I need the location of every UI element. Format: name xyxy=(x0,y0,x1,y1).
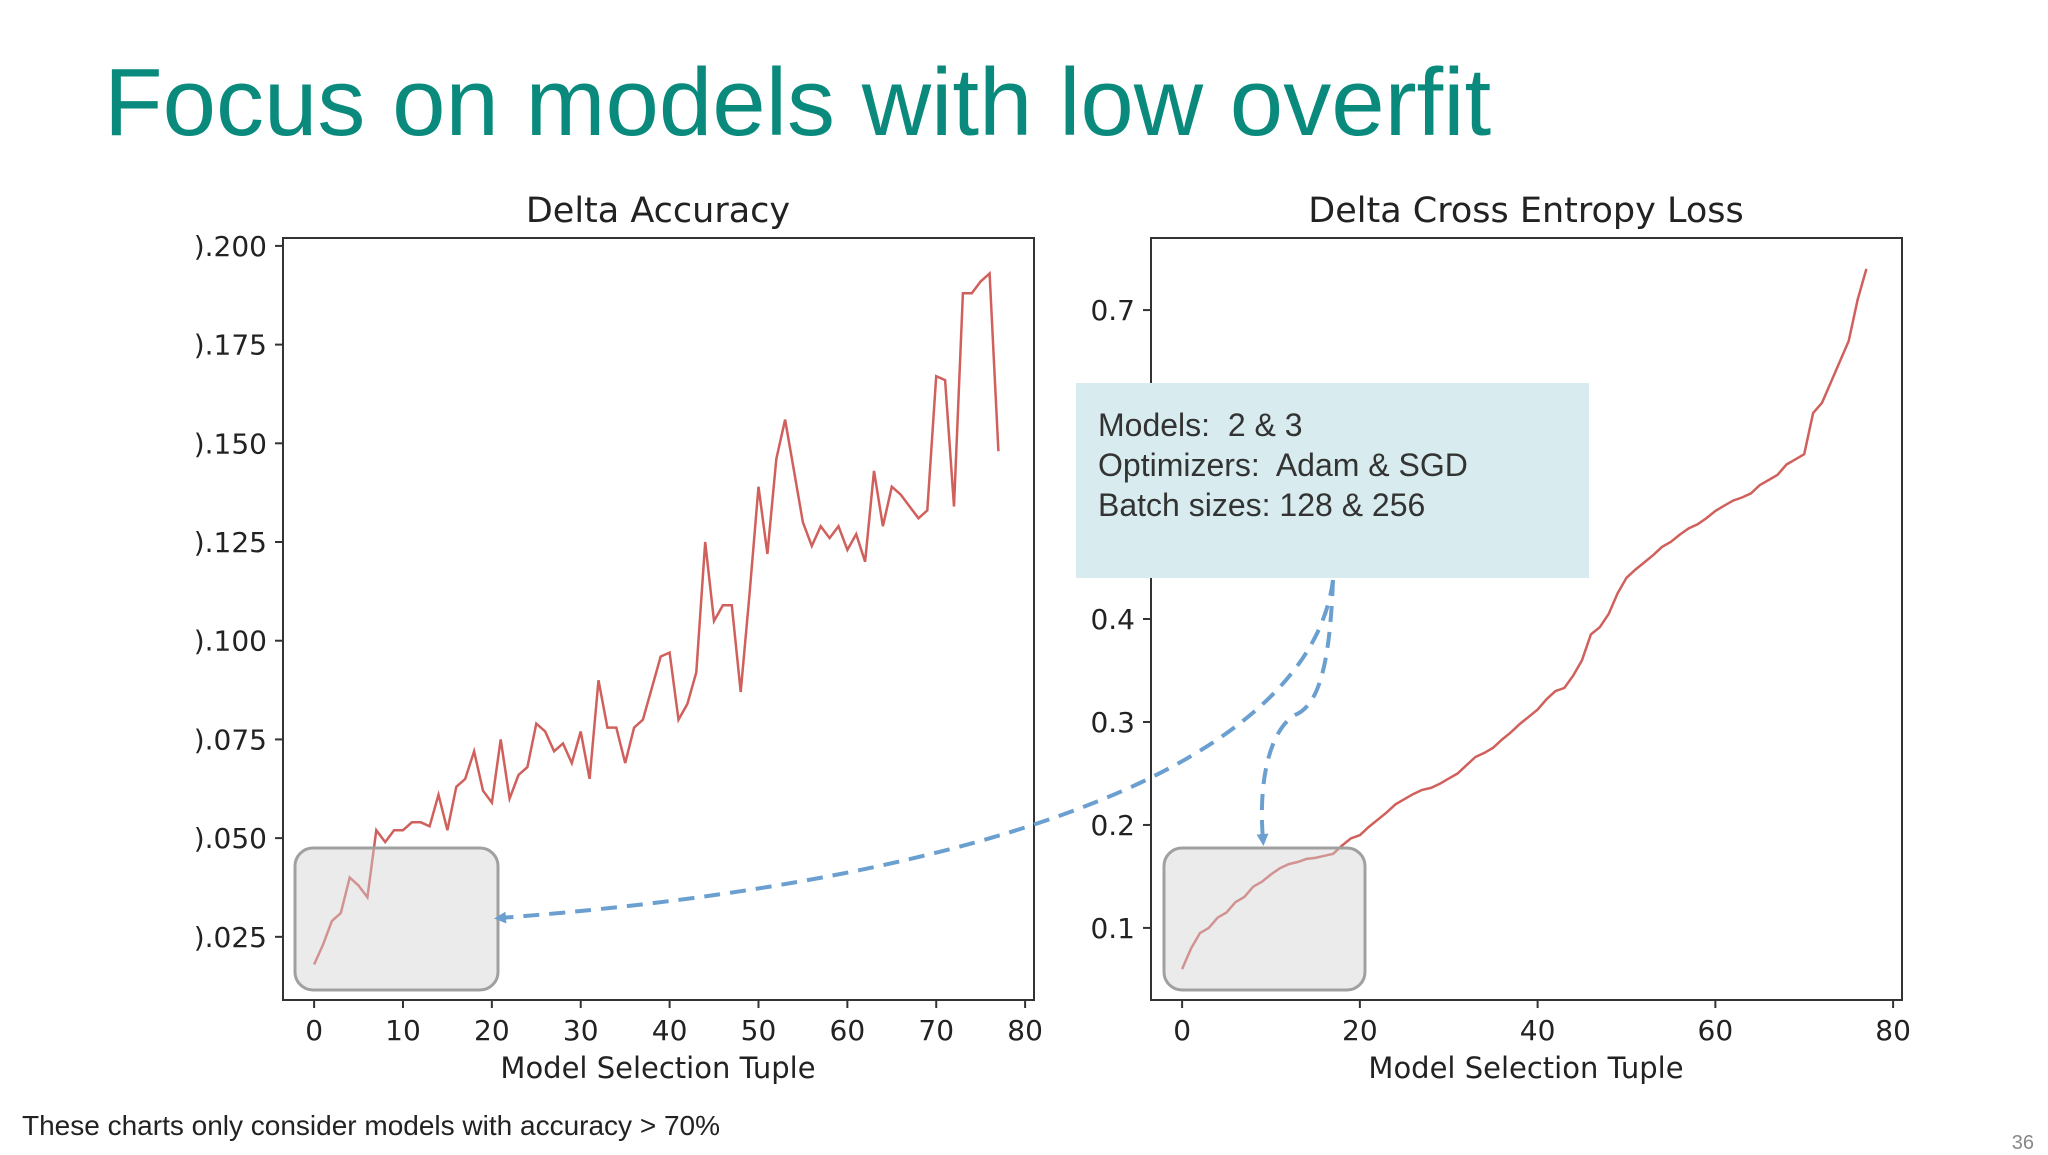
accuracy-x-tick-label: 70 xyxy=(918,1014,954,1047)
loss-y-tick-label: 0.7 xyxy=(1090,294,1135,327)
footnote: These charts only consider models with a… xyxy=(22,1110,720,1141)
accuracy-x-tick-label: 30 xyxy=(563,1014,599,1047)
loss-x-tick-label: 80 xyxy=(1875,1014,1911,1047)
accuracy-y-tick-label: ).175 xyxy=(194,329,267,362)
loss-chart-title: Delta Cross Entropy Loss xyxy=(1308,191,1743,231)
accuracy-highlight-box xyxy=(293,846,500,992)
accuracy-y-ticks: ).025 ).050 ).075 ).100 ).125 ).150 ).175 ).200 xyxy=(194,230,283,954)
callout-line-models: Models: 2 & 3 xyxy=(1098,407,1303,443)
accuracy-y-tick-label: ).075 xyxy=(194,723,267,756)
loss-x-tick-label: 60 xyxy=(1698,1014,1734,1047)
callout-line-optimizers: Optimizers: Adam & SGD xyxy=(1098,447,1468,483)
callout-arrow-to-accuracy xyxy=(494,579,1335,924)
accuracy-plot-frame xyxy=(282,237,1035,1001)
loss-y-tick-label: 0.2 xyxy=(1090,809,1135,842)
loss-x-ticks: 0 20 40 60 80 xyxy=(1173,1000,1911,1047)
callout-line-batch-sizes: Batch sizes: 128 & 256 xyxy=(1098,487,1426,523)
accuracy-y-tick-label: ).200 xyxy=(194,230,267,263)
page-number: 36 xyxy=(2011,1132,2034,1154)
accuracy-y-tick-label: ).025 xyxy=(194,921,267,954)
loss-x-tick-label: 40 xyxy=(1520,1014,1556,1047)
accuracy-x-tick-label: 40 xyxy=(652,1014,688,1047)
loss-series-line xyxy=(1180,268,1868,970)
delta-loss-chart: Delta Cross Entropy Loss Model Selection… xyxy=(1090,191,1910,1085)
accuracy-y-tick-label: ).125 xyxy=(194,526,267,559)
loss-y-tick-label: 0.3 xyxy=(1090,706,1135,739)
accuracy-x-tick-label: 80 xyxy=(1007,1014,1043,1047)
accuracy-y-tick-label: ).150 xyxy=(194,427,267,460)
loss-highlight-box xyxy=(1162,846,1367,992)
accuracy-x-tick-label: 50 xyxy=(741,1014,777,1047)
accuracy-x-tick-label: 0 xyxy=(305,1014,323,1047)
accuracy-x-tick-label: 20 xyxy=(474,1014,510,1047)
slide-title: Focus on models with low overfit xyxy=(104,49,1492,156)
accuracy-y-tick-label: ).100 xyxy=(194,625,267,658)
accuracy-chart-title: Delta Accuracy xyxy=(526,191,790,231)
loss-x-axis-label: Model Selection Tuple xyxy=(1368,1051,1683,1085)
loss-y-ticks: 0.1 0.2 0.3 0.4 0.7 xyxy=(1090,294,1151,945)
accuracy-series-line xyxy=(312,270,1000,966)
accuracy-x-axis-label: Model Selection Tuple xyxy=(500,1051,815,1085)
accuracy-x-ticks: 0 10 20 30 40 50 60 70 80 xyxy=(305,1000,1043,1047)
loss-y-tick-label: 0.4 xyxy=(1090,603,1135,636)
accuracy-y-tick-label: ).050 xyxy=(194,822,267,855)
loss-y-tick-label: 0.1 xyxy=(1090,912,1135,945)
accuracy-x-tick-label: 10 xyxy=(385,1014,421,1047)
callout-box: Models: 2 & 3 Optimizers: Adam & SGD Bat… xyxy=(1076,383,1589,578)
loss-x-tick-label: 0 xyxy=(1173,1014,1191,1047)
accuracy-x-tick-label: 60 xyxy=(830,1014,866,1047)
loss-x-tick-label: 20 xyxy=(1342,1014,1378,1047)
delta-accuracy-chart: Delta Accuracy Model Selection Tuple 0 10… xyxy=(194,191,1043,1085)
callout-arrow-to-loss xyxy=(1256,579,1335,846)
